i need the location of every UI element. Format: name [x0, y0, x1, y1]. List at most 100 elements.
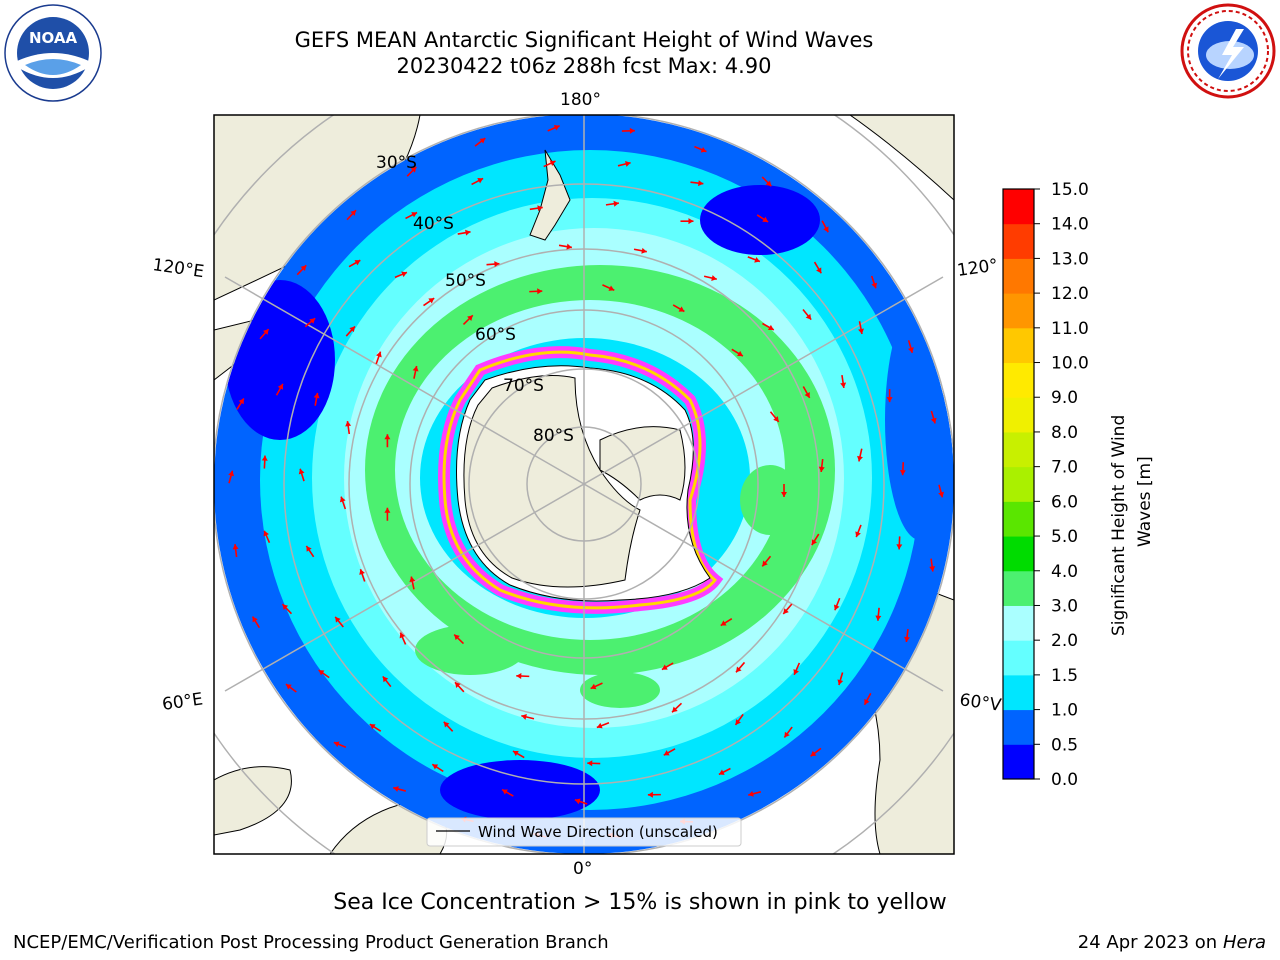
- wave-direction-arrow: [813, 261, 822, 274]
- wave-direction-arrow: [345, 420, 352, 435]
- colorbar-label-line2: Waves [m]: [1135, 456, 1155, 547]
- wave-direction-arrow: [486, 261, 500, 268]
- wave-direction-arrow: [886, 389, 893, 403]
- wave-direction-arrow: [501, 788, 514, 797]
- wave-direction-arrow: [339, 496, 347, 510]
- colorbar-tick-label: 13.0: [1051, 249, 1089, 269]
- colorbar-swatch: [1003, 431, 1034, 468]
- wave-direction-arrow: [305, 545, 315, 558]
- wave-direction-arrow: [769, 411, 780, 423]
- wave-direction-arrow: [761, 176, 772, 187]
- wave-direction-arrow: [384, 507, 391, 521]
- colorbar-tick-label: 15.0: [1051, 180, 1089, 200]
- wave-direction-arrow: [783, 726, 793, 738]
- wave-direction-arrow: [304, 317, 316, 328]
- credit-text: NCEP/EMC/Verification Post Processing Pr…: [13, 932, 609, 953]
- wave-direction-arrow: [345, 325, 356, 337]
- wave-direction-arrow: [718, 767, 731, 776]
- colorbar-swatch: [1003, 397, 1034, 433]
- wave-direction-arrow: [529, 288, 543, 295]
- wave-direction-arrow: [405, 211, 418, 220]
- generation-date: 24 Apr 2023 on Hera: [1078, 932, 1266, 953]
- wave-direction-arrow: [735, 661, 746, 673]
- wave-direction-arrow: [547, 124, 560, 132]
- wave-direction-arrow: [617, 161, 631, 167]
- colorbar-swatch: [1003, 744, 1034, 780]
- wave-direction-arrow: [543, 160, 556, 168]
- graticule-meridians: [224, 115, 944, 854]
- wave-direction-arrow: [443, 721, 454, 732]
- colorbar-tick-label: 6.0: [1051, 492, 1078, 512]
- wind-wave-direction-arrows: [228, 124, 944, 839]
- wave-direction-arrow: [406, 166, 417, 177]
- wave-direction-arrow: [431, 763, 444, 773]
- lon-label-180: 180°: [560, 90, 601, 110]
- wave-direction-arrow: [747, 256, 761, 263]
- map-legend: Wind Wave Direction (unscaled): [426, 817, 742, 847]
- colorbar-tick-label: 12.0: [1051, 284, 1089, 304]
- colorbar-swatch: [1003, 466, 1034, 502]
- colorbar-swatch: [1003, 362, 1034, 398]
- lat-label-50: 50°S: [445, 271, 486, 291]
- wave-direction-arrow: [590, 682, 603, 690]
- colorbar-tick-label: 2.0: [1051, 631, 1078, 651]
- wave-direction-arrow: [855, 524, 862, 538]
- colorbar-swatch: [1003, 536, 1034, 572]
- wave-direction-arrow: [810, 747, 822, 757]
- colorbar-swatch: [1003, 605, 1034, 641]
- date-text: 24 Apr 2023 on: [1077, 932, 1223, 953]
- colorbar-tick-label: 3.0: [1051, 596, 1078, 616]
- colorbar-swatch: [1003, 223, 1034, 259]
- colorbar-swatch: [1003, 327, 1034, 364]
- colorbar-label-line1: Significant Height of Wind: [1109, 415, 1129, 636]
- land-new-zealand: [529, 149, 571, 241]
- wave-direction-arrow: [454, 681, 465, 693]
- wave-direction-arrow: [899, 462, 906, 476]
- wave-direction-arrow: [782, 603, 793, 615]
- lon-label-60w: 60°V: [958, 690, 1003, 716]
- wave-direction-arrow: [907, 340, 914, 354]
- colorbar-tick-label: 1.0: [1051, 701, 1078, 721]
- wave-direction-arrow: [334, 616, 344, 628]
- wave-direction-arrow: [821, 220, 829, 233]
- wave-direction-arrow: [793, 662, 801, 676]
- colorbar-tick-label: 0.5: [1051, 735, 1078, 755]
- colorbar-tick-label: 11.0: [1051, 319, 1089, 339]
- wave-direction-arrow: [516, 673, 530, 680]
- colorbar: 0.0 0.5 1.0 1.5 2.0 3.0 4.0 5.0 6.0 7.0 8.0 9.0 10.0…: [1002, 180, 1089, 790]
- wave-direction-arrow: [393, 786, 407, 792]
- lon-label-0: 0°: [573, 859, 592, 879]
- wave-direction-arrow: [236, 397, 245, 410]
- wave-direction-arrow: [811, 533, 820, 546]
- wave-direction-arrow: [471, 177, 484, 186]
- wave-direction-arrow: [680, 218, 694, 225]
- wave-direction-arrow: [423, 297, 435, 307]
- wave-direction-arrow: [457, 229, 471, 236]
- lon-label-120w: 120°: [956, 255, 999, 281]
- colorbar-tick-label: 4.0: [1051, 562, 1078, 582]
- colorbar-tick-label: 8.0: [1051, 423, 1078, 443]
- wave-direction-arrow: [259, 328, 270, 340]
- wave-direction-arrow: [369, 723, 382, 732]
- wave-direction-arrow: [384, 434, 391, 448]
- lat-label-60: 60°S: [475, 325, 516, 345]
- wave-direction-arrow: [802, 309, 812, 321]
- wave-direction-arrow: [285, 683, 297, 693]
- wave-direction-arrow: [453, 633, 465, 645]
- wave-direction-arrow: [833, 597, 841, 611]
- wave-direction-arrow: [558, 243, 573, 250]
- wave-direction-arrow: [731, 348, 744, 357]
- wave-direction-arrow: [318, 669, 330, 679]
- wave-direction-arrow: [938, 484, 944, 498]
- wave-direction-arrow: [382, 675, 392, 688]
- wave-direction-arrow: [756, 214, 769, 223]
- wave-direction-arrow: [596, 721, 610, 729]
- wave-direction-arrow: [275, 383, 284, 396]
- wave-direction-arrow: [462, 314, 474, 325]
- wave-direction-arrow: [929, 558, 936, 572]
- wave-direction-arrow: [840, 374, 847, 389]
- colorbar-tick-label: 10.0: [1051, 354, 1089, 374]
- wave-direction-arrow: [870, 275, 878, 289]
- wave-direction-arrow: [348, 259, 361, 268]
